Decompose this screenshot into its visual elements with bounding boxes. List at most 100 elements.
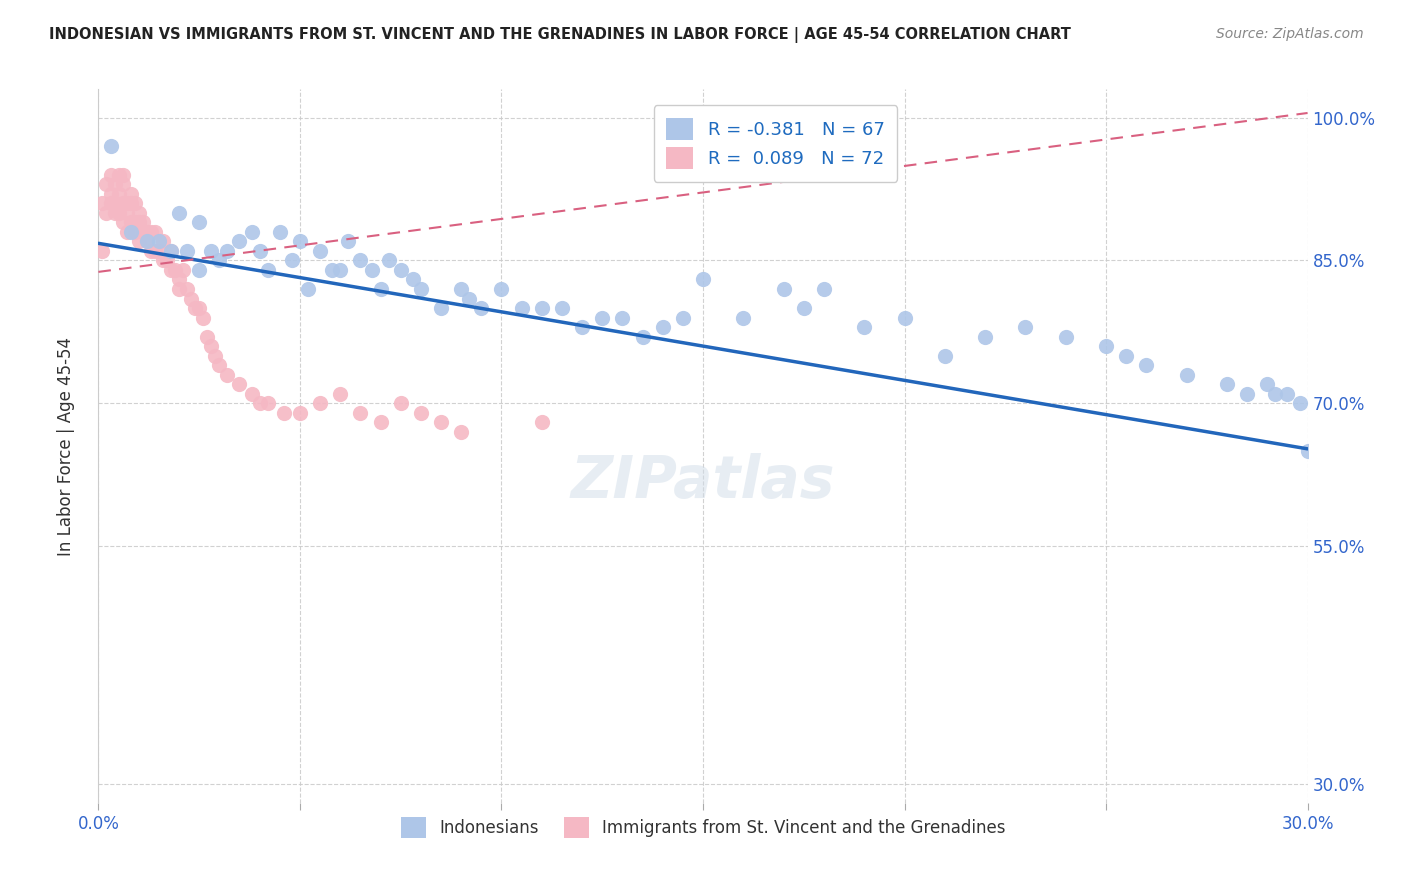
Point <box>148 244 170 258</box>
Point <box>530 415 553 429</box>
Y-axis label: In Labor Force | Age 45-54: In Labor Force | Age 45-54 <box>56 336 75 556</box>
Point <box>156 253 179 268</box>
Point <box>228 377 250 392</box>
Point <box>180 292 202 306</box>
Point <box>249 396 271 410</box>
Point <box>163 263 186 277</box>
Point <box>128 206 150 220</box>
Point <box>240 225 263 239</box>
Point <box>143 225 166 239</box>
Point <box>361 263 384 277</box>
Point <box>1175 368 1198 382</box>
Point <box>813 282 835 296</box>
Point <box>551 301 574 315</box>
Point <box>111 196 134 211</box>
Point <box>491 282 513 296</box>
Point <box>176 282 198 296</box>
Point <box>135 235 157 249</box>
Point <box>249 244 271 258</box>
Point <box>349 406 371 420</box>
Point <box>1135 358 1157 372</box>
Point <box>167 272 190 286</box>
Point <box>530 301 553 315</box>
Point <box>208 253 231 268</box>
Point <box>1277 386 1299 401</box>
Point <box>1095 339 1118 353</box>
Point <box>974 329 997 343</box>
Point <box>591 310 613 325</box>
Point <box>115 206 138 220</box>
Point <box>450 282 472 296</box>
Point <box>256 396 278 410</box>
Point <box>329 386 352 401</box>
Point <box>1256 377 1278 392</box>
Point <box>409 406 432 420</box>
Point <box>111 215 134 229</box>
Point <box>430 415 453 429</box>
Point <box>128 215 150 229</box>
Point <box>143 244 166 258</box>
Point <box>167 282 190 296</box>
Point <box>91 244 114 258</box>
Point <box>204 349 226 363</box>
Point <box>772 282 794 296</box>
Point <box>107 206 129 220</box>
Point <box>297 282 319 296</box>
Point <box>337 235 360 249</box>
Point <box>160 244 183 258</box>
Point <box>111 178 134 192</box>
Point <box>1236 386 1258 401</box>
Point <box>103 178 125 192</box>
Point <box>893 310 915 325</box>
Point <box>100 186 122 201</box>
Point <box>148 235 170 249</box>
Point <box>139 244 162 258</box>
Point <box>228 235 250 249</box>
Point <box>124 215 146 229</box>
Point <box>934 349 956 363</box>
Point <box>510 301 533 315</box>
Point <box>1054 329 1077 343</box>
Point <box>139 225 162 239</box>
Point <box>160 263 183 277</box>
Point <box>692 272 714 286</box>
Point <box>370 282 392 296</box>
Point <box>135 235 157 249</box>
Point <box>256 263 278 277</box>
Point <box>1296 443 1319 458</box>
Point <box>430 301 453 315</box>
Point <box>200 339 222 353</box>
Text: ZIPatlas: ZIPatlas <box>571 453 835 510</box>
Point <box>349 253 371 268</box>
Point <box>184 301 207 315</box>
Point <box>132 215 155 229</box>
Point <box>120 225 142 239</box>
Point <box>160 244 183 258</box>
Text: INDONESIAN VS IMMIGRANTS FROM ST. VINCENT AND THE GRENADINES IN LABOR FORCE | AG: INDONESIAN VS IMMIGRANTS FROM ST. VINCEN… <box>49 27 1071 43</box>
Point <box>450 425 472 439</box>
Point <box>470 301 492 315</box>
Point <box>208 358 231 372</box>
Point <box>91 196 114 211</box>
Point <box>269 225 291 239</box>
Point <box>115 196 138 211</box>
Point <box>188 215 211 229</box>
Point <box>458 292 481 306</box>
Point <box>1216 377 1239 392</box>
Point <box>115 225 138 239</box>
Point <box>651 320 673 334</box>
Point <box>409 282 432 296</box>
Point <box>612 310 634 325</box>
Point <box>200 244 222 258</box>
Point <box>107 186 129 201</box>
Point <box>111 168 134 182</box>
Point <box>672 310 695 325</box>
Point <box>132 225 155 239</box>
Point <box>128 235 150 249</box>
Point <box>309 244 332 258</box>
Point <box>288 406 311 420</box>
Point <box>120 186 142 201</box>
Point <box>103 196 125 211</box>
Point <box>853 320 876 334</box>
Point <box>96 178 118 192</box>
